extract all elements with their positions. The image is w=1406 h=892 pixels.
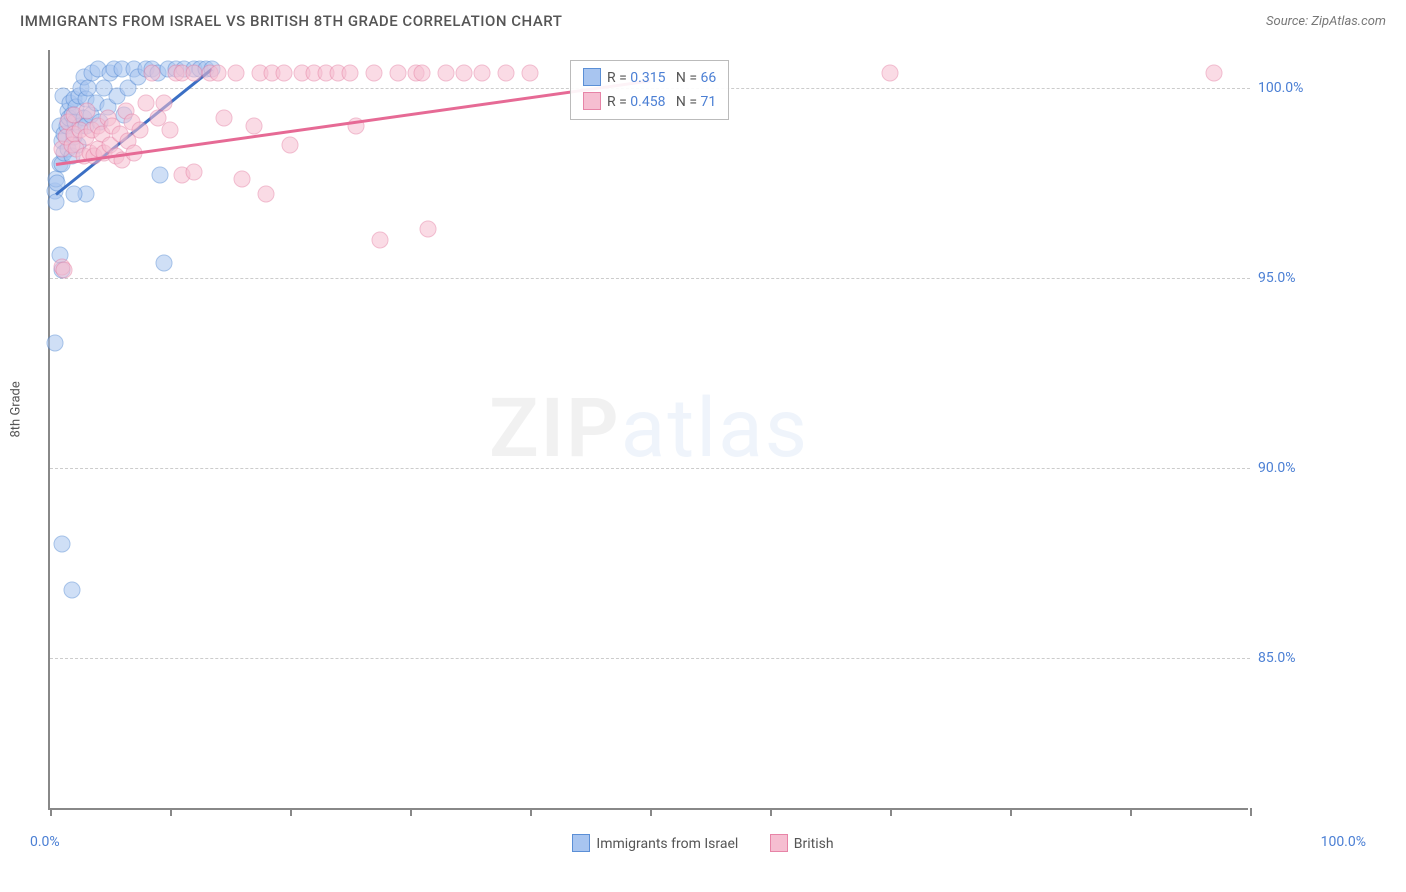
data-point-b (210, 64, 227, 81)
chart-area: ZIPatlas R = 0.315 N = 66R = 0.458 N = 7… (48, 50, 1368, 810)
data-point-b (390, 64, 407, 81)
plot-area: ZIPatlas R = 0.315 N = 66R = 0.458 N = 7… (48, 50, 1248, 810)
data-point-a (63, 581, 80, 598)
data-point-b (132, 121, 149, 138)
data-point-b (186, 163, 203, 180)
corr-swatch-a (583, 68, 601, 86)
x-tick (770, 808, 772, 816)
x-tick (890, 808, 892, 816)
data-point-b (162, 121, 179, 138)
x-tick (1010, 808, 1012, 816)
y-tick-label: 95.0% (1258, 270, 1296, 286)
x-tick (50, 808, 52, 816)
data-point-b (234, 171, 251, 188)
x-tick (290, 808, 292, 816)
data-point-a (54, 536, 71, 553)
y-tick-label: 85.0% (1258, 650, 1296, 666)
source-label: Source: ZipAtlas.com (1266, 14, 1386, 29)
legend-label-b: British (794, 836, 834, 852)
gridline (50, 278, 1250, 279)
data-point-b (342, 64, 359, 81)
data-point-b (56, 262, 73, 279)
n-label: N = (676, 70, 697, 86)
data-point-b (276, 64, 293, 81)
n-value-a: 66 (701, 70, 717, 86)
data-point-b (882, 64, 899, 81)
r-value-b: 0.458 (630, 94, 665, 110)
data-point-a (156, 254, 173, 271)
x-tick (410, 808, 412, 816)
data-point-a (46, 334, 63, 351)
watermark: ZIPatlas (489, 381, 809, 477)
y-tick-label: 90.0% (1258, 460, 1296, 476)
correlation-row-a: R = 0.315 N = 66 (583, 66, 716, 90)
x-tick (530, 808, 532, 816)
x-tick (650, 808, 652, 816)
data-point-b (414, 64, 431, 81)
data-point-a (152, 167, 169, 184)
data-point-b (138, 95, 155, 112)
legend-label-a: Immigrants from Israel (596, 836, 738, 852)
legend-swatch-a (572, 834, 590, 852)
correlation-row-b: R = 0.458 N = 71 (583, 90, 716, 114)
data-point-b (258, 186, 275, 203)
data-point-b (366, 64, 383, 81)
data-point-b (498, 64, 515, 81)
data-point-b (79, 102, 96, 119)
legend-item-b: British (770, 836, 834, 852)
watermark-b: atlas (621, 381, 809, 477)
legend-swatch-b (770, 834, 788, 852)
data-point-b (372, 232, 389, 249)
n-value-b: 71 (701, 94, 717, 110)
y-axis-label: 8th Grade (9, 381, 24, 437)
r-label: R = (607, 94, 627, 110)
corr-swatch-b (583, 92, 601, 110)
data-point-b (186, 64, 203, 81)
x-tick (1130, 808, 1132, 816)
data-point-b (438, 64, 455, 81)
data-point-b (420, 220, 437, 237)
n-label: N = (676, 94, 697, 110)
data-point-b (1206, 64, 1223, 81)
data-point-b (474, 64, 491, 81)
x-tick (1250, 808, 1252, 816)
data-point-b (282, 137, 299, 154)
data-point-b (216, 110, 233, 127)
data-point-b (228, 64, 245, 81)
bottom-legend: Immigrants from Israel British (0, 834, 1406, 852)
gridline (50, 658, 1250, 659)
r-label: R = (607, 70, 627, 86)
legend-item-a: Immigrants from Israel (572, 836, 741, 852)
data-point-a (66, 186, 83, 203)
correlation-legend: R = 0.315 N = 66R = 0.458 N = 71 (570, 60, 729, 120)
data-point-b (144, 64, 161, 81)
y-tick-label: 100.0% (1258, 80, 1303, 96)
r-value-a: 0.315 (630, 70, 665, 86)
data-point-b (522, 64, 539, 81)
data-point-a (48, 194, 65, 211)
chart-title: IMMIGRANTS FROM ISRAEL VS BRITISH 8TH GR… (20, 12, 562, 30)
data-point-b (156, 95, 173, 112)
x-tick (170, 808, 172, 816)
data-point-b (456, 64, 473, 81)
gridline (50, 468, 1250, 469)
watermark-a: ZIP (489, 381, 621, 477)
data-point-b (246, 118, 263, 135)
